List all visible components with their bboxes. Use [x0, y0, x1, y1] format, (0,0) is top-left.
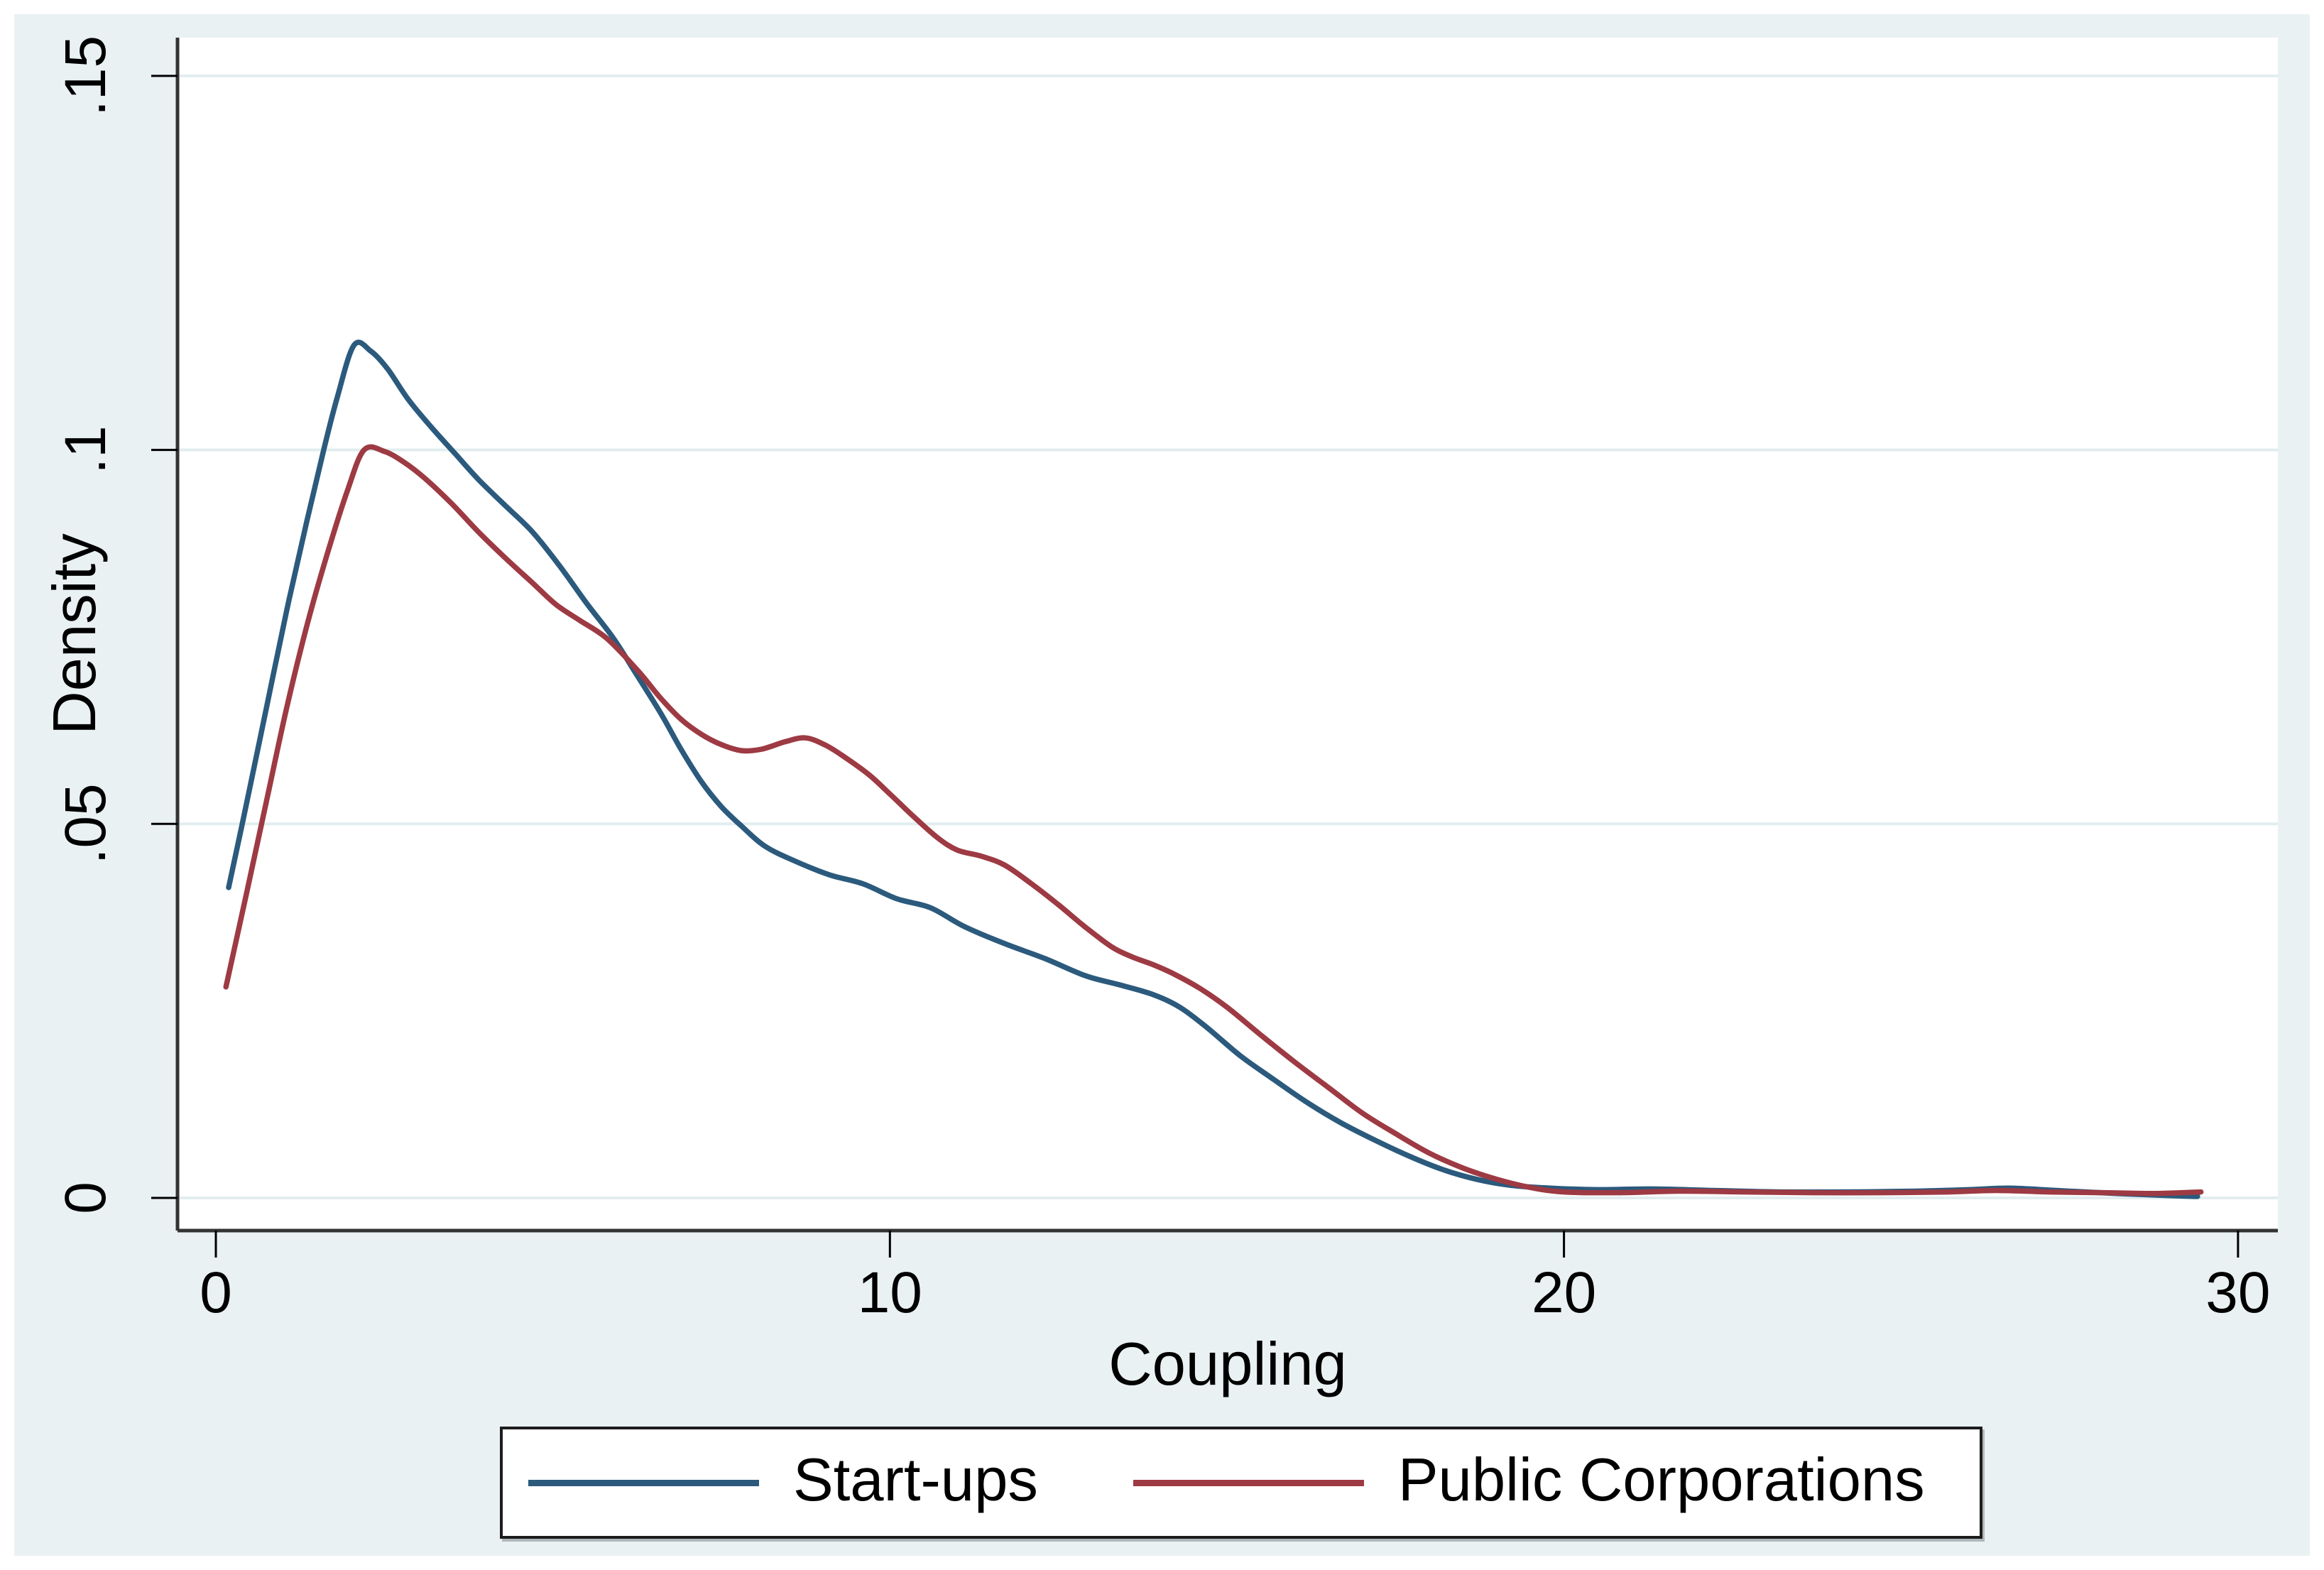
- y-tick-label-.05: .05: [53, 783, 118, 864]
- chart-legend: Start-ups Public Corporations: [500, 1427, 1982, 1539]
- legend-label-startups: Start-ups: [793, 1446, 1038, 1514]
- plot-area: [178, 38, 2278, 1231]
- x-axis-title: Coupling: [1108, 1331, 1347, 1398]
- density-chart: 0 .05 .1 .15 0 10 20 30 Density Coupling: [14, 14, 2310, 1556]
- x-tick-label-30: 30: [2205, 1260, 2270, 1325]
- density-curve-public-corporations: [223, 444, 2204, 1196]
- startups-line-swatch: [528, 1479, 759, 1486]
- legend-label-public-corporations: Public Corporations: [1397, 1446, 1925, 1514]
- x-tick-label-20: 20: [1532, 1260, 1596, 1325]
- x-tick-label-0: 0: [200, 1260, 232, 1325]
- public-corporations-line-swatch: [1133, 1479, 1364, 1486]
- figure-canvas: 0 .05 .1 .15 0 10 20 30 Density Coupling Start-up…: [14, 14, 2310, 1556]
- y-axis-title: Density: [41, 533, 109, 735]
- y-tick-label-0: 0: [53, 1182, 118, 1214]
- x-tick-label-10: 10: [858, 1260, 922, 1325]
- y-tick-label-.1: .1: [53, 425, 118, 474]
- y-tick-label-.15: .15: [53, 36, 118, 116]
